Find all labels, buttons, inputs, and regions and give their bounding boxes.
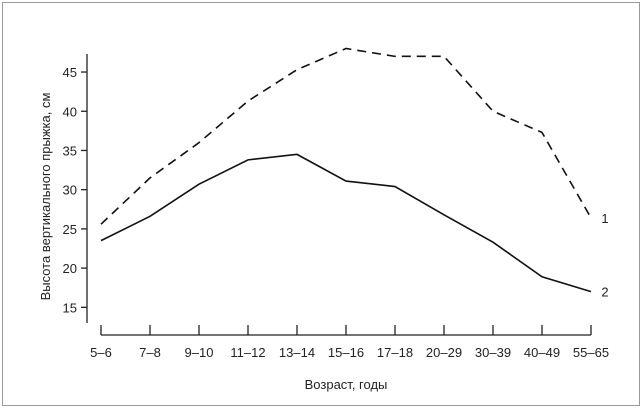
y-tick-label: 25 [63,222,77,237]
series-line-2 [100,153,592,293]
series-label-1: 1 [601,211,608,226]
x-tick-label: 13–14 [279,345,315,360]
x-tick-label: 7–8 [139,345,161,360]
y-ticks: 15 20 25 30 35 40 45 [63,65,87,315]
x-tick-label: 55–65 [573,345,609,360]
x-tick-label: 40–49 [524,345,560,360]
y-tick-label: 30 [63,183,77,198]
x-tick-label: 17–18 [377,345,413,360]
x-tick-label: 5–6 [90,345,112,360]
series-label-2: 2 [601,285,608,300]
series-line-1 [100,47,592,225]
y-tick-label: 35 [63,143,77,158]
x-ticks: 5–6 7–8 9–10 11–12 13–14 15–16 17–18 20–29 30–39… [90,325,609,360]
x-tick-label: 11–12 [230,345,265,360]
chart-frame [2,2,640,406]
x-tick-label: 15–16 [328,345,364,360]
x-axis-title: Возраст, годы [305,377,388,392]
x-tick-label: 30–39 [475,345,511,360]
y-tick-label: 20 [63,261,77,276]
y-tick-label: 40 [63,104,77,119]
y-tick-label: 15 [63,300,77,315]
x-tick-label: 20–29 [426,345,462,360]
y-tick-label: 45 [63,65,77,80]
axes [86,54,591,336]
x-tick-label: 9–10 [185,345,214,360]
series-layer: 12 [100,47,609,300]
y-axis-title: Высота вертикального прыжка, см [38,93,53,301]
